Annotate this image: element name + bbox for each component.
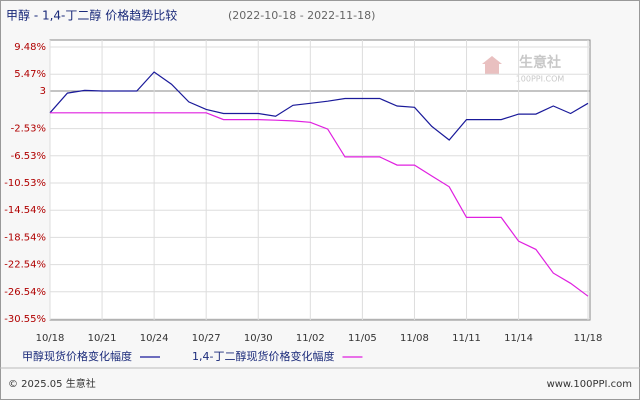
x-tick-label: 10/24	[140, 333, 169, 344]
series-line	[50, 112, 589, 297]
y-tick-label: -22.54%	[4, 260, 46, 271]
x-tick-label: 11/08	[400, 333, 429, 344]
y-tick-label: -2.53%	[11, 124, 46, 135]
y-tick-label: -26.54%	[4, 287, 46, 298]
series-line	[49, 71, 589, 141]
footer-copyright: © 2025.05 生意社	[8, 377, 96, 390]
plot-area	[49, 39, 591, 321]
x-tick-label: 11/11	[452, 333, 481, 344]
x-tick-label: 11/14	[504, 333, 533, 344]
y-tick-label: -10.53%	[4, 178, 46, 189]
x-tick-label: 10/21	[88, 333, 117, 344]
watermark-name: 生意社	[519, 54, 561, 71]
x-tick-label: 10/27	[192, 333, 221, 344]
x-tick-label: 11/05	[348, 333, 377, 344]
y-tick-label: 3	[40, 86, 46, 97]
watermark-logo	[482, 56, 502, 74]
y-tick-label: -6.53%	[11, 151, 46, 162]
y-tick-label: -18.54%	[4, 232, 46, 243]
chart-subtitle: (2022-10-18 - 2022-11-18)	[228, 9, 375, 22]
y-tick-label: 9.48%	[14, 42, 46, 53]
y-tick-label: -30.55%	[4, 314, 46, 325]
chart-title: 甲醇 - 1,4-丁二醇 价格趋势比较	[6, 8, 177, 23]
legend-label: 1,4-丁二醇现货价格变化幅度	[192, 349, 334, 363]
y-tick-label: 5.47%	[14, 69, 46, 80]
y-tick-label: -14.54%	[4, 205, 46, 216]
x-tick-label: 10/30	[244, 333, 273, 344]
x-tick-label: 10/18	[36, 333, 65, 344]
footer-site: www.100PPI.com	[547, 379, 632, 390]
x-tick-label: 11/18	[574, 333, 603, 344]
watermark-site: 100PPI.COM	[516, 75, 565, 84]
x-tick-label: 11/02	[296, 333, 325, 344]
legend-label: 甲醇现货价格变化幅度	[22, 349, 132, 363]
